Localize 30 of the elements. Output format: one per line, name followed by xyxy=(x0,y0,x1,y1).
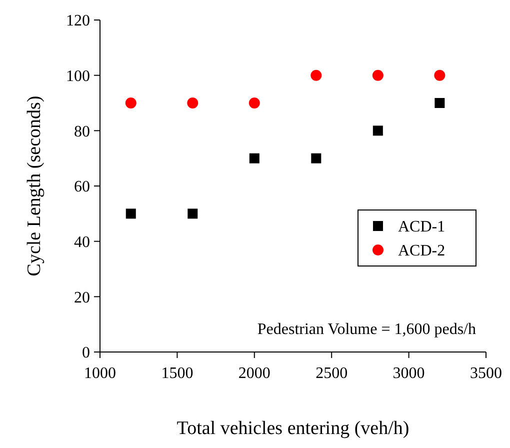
x-tick-label: 3500 xyxy=(470,365,502,382)
legend-label: ACD-1 xyxy=(398,218,446,236)
point xyxy=(311,153,322,164)
legend-label: ACD-2 xyxy=(398,242,446,260)
point xyxy=(372,126,383,136)
y-tick-label: 120 xyxy=(66,12,90,30)
point xyxy=(310,70,322,81)
x-axis-title: Total vehicles entering (veh/h) xyxy=(176,418,410,439)
x-tick-label: 1500 xyxy=(161,365,194,382)
y-tick-label: 80 xyxy=(74,123,90,140)
y-tick-label: 60 xyxy=(74,178,90,196)
y-tick-label: 100 xyxy=(66,68,90,85)
x-tick-label: 2000 xyxy=(238,365,270,382)
y-tick-label: 20 xyxy=(74,289,90,306)
point xyxy=(434,70,446,81)
x-tick-label: 2500 xyxy=(316,365,348,382)
y-tick-label: 40 xyxy=(74,234,90,251)
point xyxy=(188,208,198,219)
point xyxy=(187,98,198,108)
point xyxy=(126,208,136,219)
y-axis-title: Cycle Length (seconds) xyxy=(24,96,45,276)
x-tick-label: 3000 xyxy=(392,365,425,382)
point xyxy=(372,70,384,81)
annotation: Pedestrian Volume = 1,600 peds/h xyxy=(257,321,476,338)
point xyxy=(248,98,260,108)
y-tick-label: 0 xyxy=(82,344,90,362)
x-tick-label: 1000 xyxy=(84,365,116,382)
point xyxy=(249,153,260,164)
point xyxy=(434,98,445,108)
point xyxy=(125,98,136,108)
